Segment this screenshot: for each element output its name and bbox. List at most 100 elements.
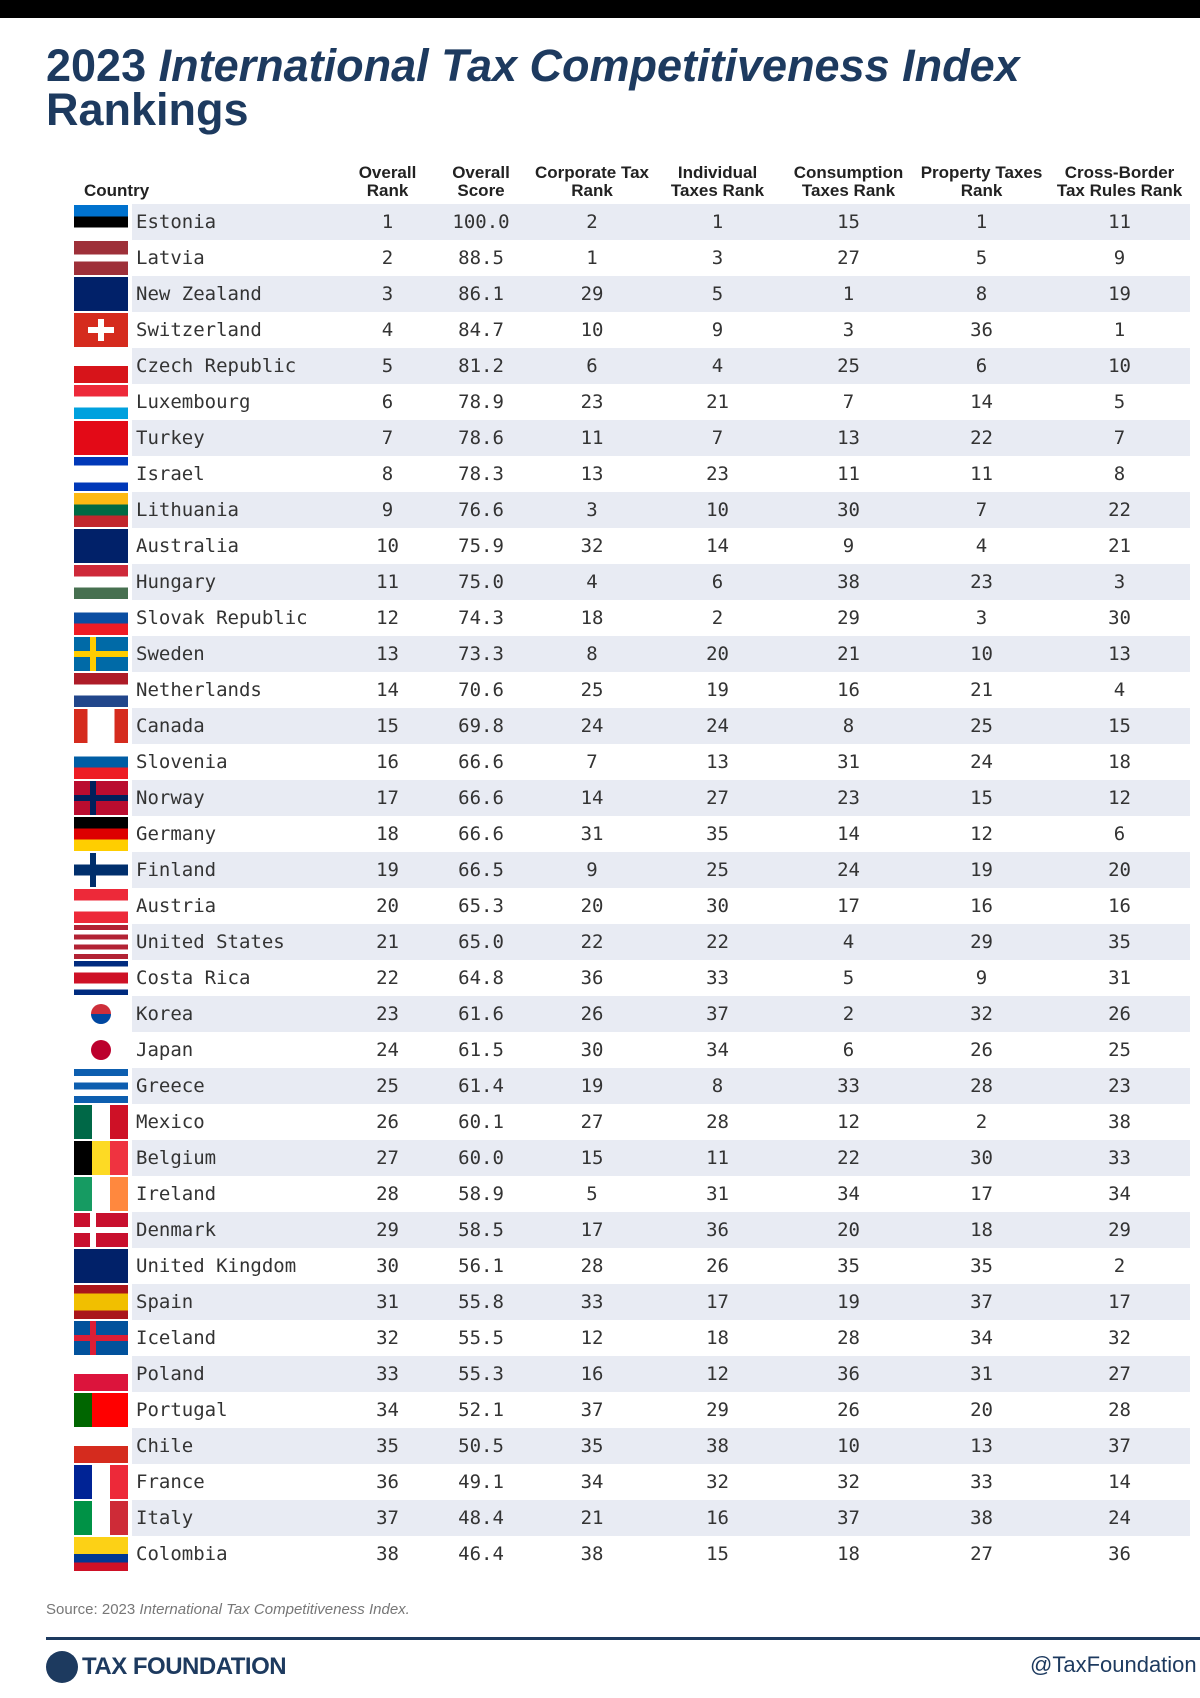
country-name: United Kingdom [136,1255,297,1277]
country-name: Korea [132,996,346,1032]
flag [74,997,128,1031]
flag [74,529,128,563]
cell: 22 [652,924,784,960]
cell: 76.6 [430,492,533,528]
flag-cell [72,276,132,312]
column-header: Property Taxes Rank [920,163,1043,200]
cell: 12 [837,1111,860,1133]
flag [74,1465,128,1499]
flag [74,277,128,311]
cell: 10 [580,319,604,341]
cell: 3 [532,492,653,528]
cell: 23 [914,564,1050,600]
cell: 23 [1049,1068,1191,1104]
cell: 12 [1049,780,1191,816]
cell: 58.9 [458,1183,504,1205]
flag-cell [72,996,132,1032]
table-row: Mexico 26 60.1 27 28 12 2 38 [72,1104,1190,1140]
flag-cell [72,708,132,744]
cell: 55.3 [430,1356,533,1392]
table-row: Luxembourg 6 78.9 23 21 7 14 5 [72,384,1190,420]
cell: 46.4 [458,1543,504,1565]
country-name: France [136,1471,205,1493]
cell: 30 [706,895,729,917]
cell: 1 [1113,319,1126,341]
table-row: Spain 31 55.8 33 17 19 37 17 [72,1284,1191,1320]
cell: 23 [580,391,604,413]
cell: 2 [783,996,915,1032]
cell: 11 [652,1140,784,1176]
cell: 100.0 [430,204,533,240]
flag-cell [72,1176,132,1212]
flag-cross [90,1321,96,1355]
table-row: Slovak Republic 12 74.3 18 2 29 3 30 [72,600,1190,636]
cell: 24 [652,708,784,744]
cell: 29 [1049,1212,1191,1248]
cell: 26 [532,996,653,1032]
country-name: Lithuania [132,492,346,528]
flag-cell [72,348,132,384]
cell: 28 [1108,1399,1131,1421]
flag [74,457,128,491]
cell: 78.3 [458,463,504,485]
country-name: Sweden [132,636,346,672]
cell: 1 [345,204,431,240]
table-row: Turkey 7 78.6 11 7 13 22 7 [72,420,1191,456]
cell: 4 [652,348,784,384]
flag-cell [72,564,132,600]
cell: 28 [914,1068,1050,1104]
cell: 27 [580,1111,604,1133]
flag-cell [72,816,132,852]
cell: 16 [532,1356,653,1392]
cell: 35 [837,1255,860,1277]
cell: 20 [783,1212,915,1248]
flag [74,853,128,887]
flag-cell [72,528,132,564]
cell: 24 [532,708,653,744]
flag [74,637,128,671]
flag-cell [72,924,132,960]
table-row: Iceland 32 55.5 12 18 28 34 32 [72,1320,1190,1356]
cell: 30 [580,1039,604,1061]
cell: 15 [345,708,431,744]
cell: 19 [532,1068,653,1104]
cell: 12 [652,1356,784,1392]
source-italic: International Tax Competitiveness Index. [139,1601,410,1618]
flag-cell [72,744,132,780]
cell: 34 [1108,1183,1131,1205]
cell: 7 [914,492,1050,528]
cell: 17 [837,895,860,917]
cell: 4 [1113,679,1126,701]
cell: 60.0 [430,1140,533,1176]
country-name: Chile [132,1428,346,1464]
cell: 8 [532,636,653,672]
cell: 5 [842,967,855,989]
flag-cell [72,1284,132,1320]
flag-disc [91,1040,111,1060]
flag-cell [72,204,132,240]
cell: 37 [914,1284,1050,1320]
cell: 18 [837,1543,860,1565]
country-name: Latvia [136,247,205,269]
country-name: Switzerland [136,319,262,341]
flag-cell [72,1140,132,1176]
cell: 8 [914,276,1050,312]
cell: 3 [711,247,724,269]
cell: 3 [975,607,988,629]
cell: 2 [532,204,653,240]
cell: 16 [1108,895,1131,917]
cell: 29 [914,924,1050,960]
cell: 36 [652,1212,784,1248]
table-row: Costa Rica 22 64.8 36 33 5 9 31 [72,960,1190,996]
logo: TAX FOUNDATION [46,1650,287,1684]
flag-cell [72,312,132,348]
cell: 33 [783,1068,915,1104]
flag [74,1321,128,1355]
flag [74,1357,128,1391]
cell: 35 [532,1428,653,1464]
flag-cell [72,1356,132,1392]
source-prefix: Source: 2023 [46,1601,136,1618]
flag-cell [72,420,132,456]
cell: 2 [711,607,724,629]
